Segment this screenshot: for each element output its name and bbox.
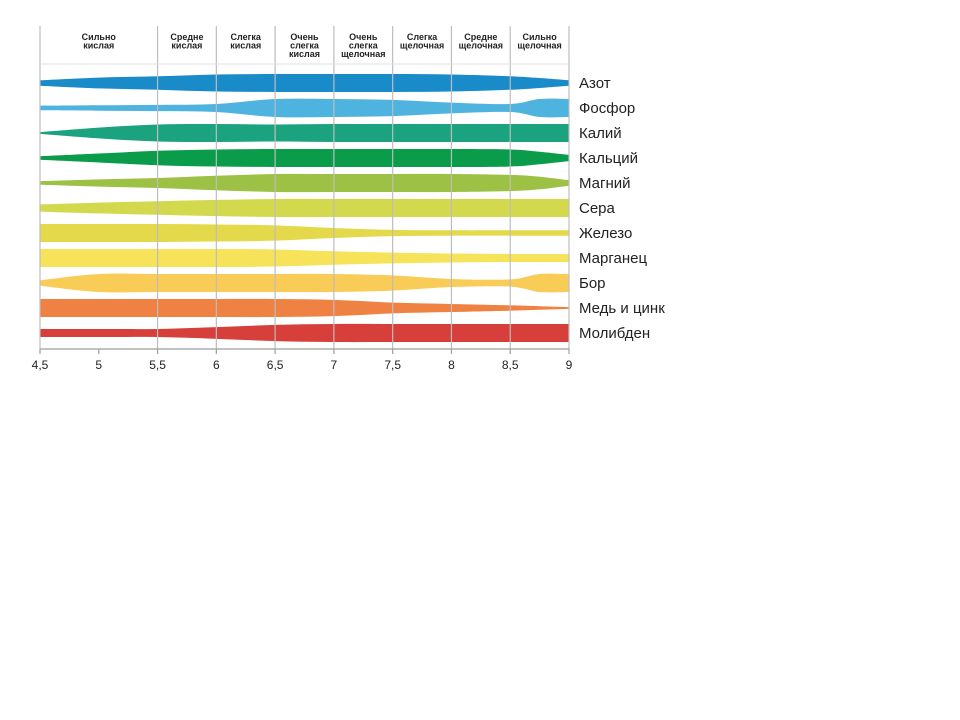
zone-header: Средне кислая <box>170 32 203 51</box>
band-2 <box>40 98 569 118</box>
zone-header: Сильно щелочная <box>517 32 561 51</box>
zone-header-line: щелочная <box>400 41 444 51</box>
x-tick-label: 4,5 <box>32 358 49 372</box>
zone-header-line: щелочная <box>341 49 385 59</box>
zone-header: Очень слегка щелочная <box>341 32 385 59</box>
nutrient-label: Марганец <box>579 250 647 267</box>
zone-header-line: кислая <box>289 49 320 59</box>
zone-header-line: Средне <box>464 32 497 42</box>
band-9 <box>40 273 569 293</box>
nutrient-label: Фосфор <box>579 100 635 117</box>
zone-header: Очень слегка кислая <box>289 32 320 59</box>
nutrient-label: Магний <box>579 175 631 192</box>
zone-header-line: кислая <box>171 41 202 51</box>
zone-header: Слегка щелочная <box>400 32 444 51</box>
band-3 <box>40 123 569 143</box>
x-tick-label: 6 <box>213 358 220 372</box>
x-tick-label: 5,5 <box>149 358 166 372</box>
nutrient-label: Калий <box>579 125 622 142</box>
nutrient-label: Медь и цинк <box>579 300 665 317</box>
band-10 <box>40 298 569 318</box>
x-tick-label: 7 <box>331 358 338 372</box>
nutrient-label: Железо <box>579 225 632 242</box>
zone-header: Средне щелочная <box>459 32 503 51</box>
zone-header-line: Очень <box>349 32 378 42</box>
x-tick-label: 7,5 <box>384 358 401 372</box>
zone-header-line: Средне <box>170 32 203 42</box>
band-11 <box>40 323 569 343</box>
nutrient-label: Сера <box>579 200 616 217</box>
zone-header-line: Сильно <box>82 32 117 42</box>
x-axis: 4,5 5 5,5 6 6,5 7 7,5 8 8,5 9 <box>32 348 573 372</box>
grid-lines <box>39 26 570 349</box>
nutrient-label: Бор <box>579 275 606 292</box>
nutrient-label: Азот <box>579 75 611 92</box>
x-tick-label: 6,5 <box>267 358 284 372</box>
zone-header-line: щелочная <box>459 41 503 51</box>
nutrient-label: Кальций <box>579 150 638 167</box>
zone-header-line: слегка <box>290 41 320 51</box>
zone-header-line: Слегка <box>231 32 262 42</box>
zone-header-line: Слегка <box>407 32 438 42</box>
band-5 <box>40 173 569 193</box>
band-1 <box>40 73 569 93</box>
zone-header-line: кислая <box>230 41 261 51</box>
x-tick-label: 5 <box>95 358 102 372</box>
band-6 <box>40 198 569 218</box>
band-4 <box>40 148 569 168</box>
x-tick-label: 8 <box>448 358 455 372</box>
zone-header: Сильно кислая <box>82 32 117 51</box>
nutrient-bands <box>40 73 569 343</box>
zone-header: Слегка кислая <box>230 32 262 51</box>
zone-header-line: слегка <box>349 41 379 51</box>
zone-header-line: Очень <box>290 32 319 42</box>
zone-header-line: Сильно <box>523 32 558 42</box>
nutrient-label: Молибден <box>579 325 650 342</box>
nutrient-labels: Азот Фосфор Калий Кальций Магний Сера Железо Ма… <box>579 75 665 342</box>
zone-header-line: кислая <box>83 41 114 51</box>
band-8 <box>40 248 569 268</box>
x-tick-label: 8,5 <box>502 358 519 372</box>
zone-header-line: щелочная <box>517 41 561 51</box>
x-tick-label: 9 <box>566 358 573 372</box>
band-7 <box>40 223 569 243</box>
